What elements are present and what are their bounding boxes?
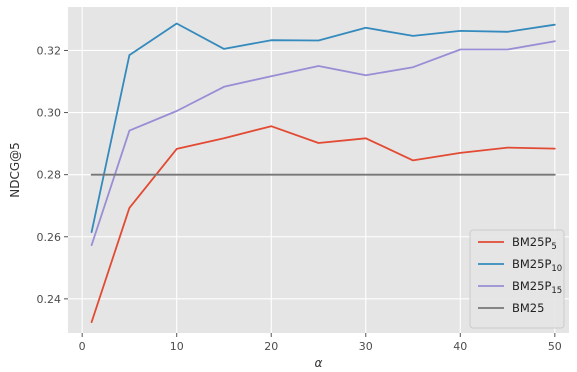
y-tick-label: 0.30: [37, 107, 62, 120]
x-tick-label: 20: [264, 340, 278, 353]
series-group: [90, 22, 556, 324]
legend-box: [469, 229, 565, 329]
ticks: 0.24 0.26 0.28 0.30 0.32 0 10 20 30 40 50: [37, 44, 562, 353]
x-tick-label: 30: [359, 340, 373, 353]
y-tick-label: 0.26: [37, 231, 62, 244]
legend-label-name: BM25P: [512, 279, 551, 293]
x-tick-label: 0: [79, 340, 86, 353]
x-tick-label: 50: [548, 340, 562, 353]
legend-label-name: BM25: [512, 301, 544, 315]
y-axis-label: NDCG@5: [8, 142, 22, 198]
legend-label-subscript: 10: [551, 264, 562, 274]
legend-label-bm25p5: BM25P5: [512, 235, 557, 252]
y-tick-label: 0.32: [37, 44, 62, 57]
legend-label-bm25: BM25: [512, 301, 544, 315]
legend-label-bm25p15: BM25P15: [512, 279, 562, 296]
series-line-bm25p15: [90, 40, 556, 247]
x-axis-label: α: [315, 356, 323, 370]
legend-label-name: BM25P: [512, 257, 551, 271]
series-line-bm25p10: [90, 22, 556, 234]
x-tick-label: 10: [170, 340, 184, 353]
legend-label-subscript: 15: [551, 286, 562, 296]
legend-label-subscript: 5: [551, 242, 556, 252]
legend-label-bm25p10: BM25P10: [512, 257, 562, 274]
x-tick-label: 40: [453, 340, 467, 353]
series-line-bm25p5: [90, 125, 556, 324]
y-tick-label: 0.24: [37, 293, 62, 306]
legend-label-name: BM25P: [512, 235, 551, 249]
y-tick-label: 0.28: [37, 169, 62, 182]
